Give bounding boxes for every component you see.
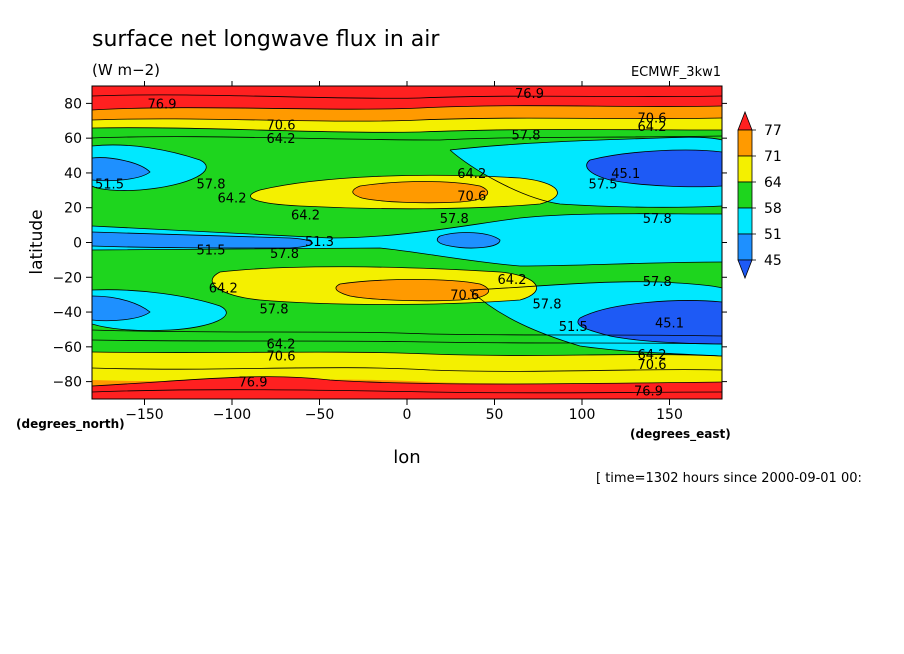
contour-label: 51.3	[305, 235, 334, 250]
colorbar-label: 77	[764, 123, 782, 139]
x-tick-label: −150	[125, 407, 163, 423]
colorbar-label: 64	[764, 175, 782, 191]
y-tick-label: 20	[64, 201, 82, 217]
y-tick-label: 0	[73, 236, 82, 252]
contour-label: 76.9	[634, 384, 663, 399]
contour-label: 45.1	[611, 167, 640, 182]
contour-label: 70.6	[450, 289, 479, 304]
contour-label: 57.8	[270, 247, 299, 262]
x-axis: −150 −100 −50 0 50 100 150	[125, 81, 683, 423]
contour-label: 64.2	[638, 120, 667, 135]
cyan-equatorial	[92, 213, 722, 266]
contour-label: 76.9	[148, 97, 177, 112]
blue-equatorial-west	[92, 232, 313, 248]
contour-label: 51.5	[95, 177, 124, 192]
contour-labels: 76.976.970.6 70.664.264.257.851.5 57.864.2…	[95, 87, 684, 399]
contour-label: 57.8	[197, 177, 226, 192]
contour-label: 64.2	[291, 209, 320, 224]
colorbar-arrow-top	[737, 110, 753, 131]
x-tick-label: −50	[305, 407, 335, 423]
y-units-label: (degrees_north)	[16, 417, 125, 432]
y-axis: −80 −60 −40 −20 0 20 40 60 80	[52, 96, 727, 391]
contour-label: 70.6	[638, 358, 667, 373]
x-units-label: (degrees_east)	[630, 427, 731, 442]
contour-label: 76.9	[239, 376, 268, 391]
colorbar-arrow-bottom	[737, 259, 753, 280]
y-tick-label: 40	[64, 166, 82, 182]
contour-label: 51.5	[559, 320, 588, 335]
contour-label: 45.1	[655, 316, 684, 331]
contour-field: 76.976.970.6 70.664.264.257.851.5 57.864.2…	[92, 86, 722, 399]
blue-south-west	[92, 296, 150, 321]
contour-label: 70.6	[457, 190, 486, 205]
contour-label: 57.8	[643, 212, 672, 227]
y-axis-label: latitude	[27, 209, 47, 274]
contour-label: 64.2	[267, 132, 296, 147]
y-tick-label: −40	[52, 305, 82, 321]
contour-label: 64.2	[209, 282, 238, 297]
contour-label: 64.2	[498, 273, 527, 288]
colorbar-segment	[737, 181, 753, 209]
contour-label: 64.2	[457, 167, 486, 182]
x-axis-label: lon	[393, 447, 420, 468]
chart-units: (W m−2)	[92, 61, 160, 79]
blue-north-east	[586, 150, 722, 187]
x-tick-label: 50	[486, 407, 504, 423]
contour-label: 57.8	[260, 303, 289, 318]
x-tick-label: −100	[213, 407, 251, 423]
contour-label: 57.8	[512, 129, 541, 144]
orange-south-subtropical	[335, 279, 489, 301]
contour-label: 57.8	[440, 212, 469, 227]
contour-label: 64.2	[267, 337, 296, 352]
contour-label: 70.6	[267, 350, 296, 365]
contour-label: 57.8	[643, 275, 672, 290]
colorbar-label: 58	[764, 201, 782, 217]
y-tick-label: 80	[64, 96, 82, 112]
band-red-south	[92, 376, 722, 399]
colorbar-segment	[737, 129, 753, 157]
y-tick-label: −80	[52, 375, 82, 391]
x-tick-label: 150	[656, 407, 683, 423]
y-tick-label: −60	[52, 340, 82, 356]
contour-label: 57.8	[533, 297, 562, 312]
contour-label: 70.6	[638, 111, 667, 126]
colorbar: 77 71 64 58 51 45	[737, 110, 782, 280]
dataset-label: ECMWF_3kw1	[631, 65, 721, 80]
contour-label: 64.2	[218, 191, 247, 206]
colorbar-label: 45	[764, 253, 782, 269]
contour-label: 76.9	[515, 87, 544, 102]
blue-south-east	[577, 300, 722, 344]
colorbar-segment	[737, 207, 753, 235]
blue-north-west	[92, 157, 150, 181]
colorbar-label: 71	[764, 149, 782, 165]
colorbar-segment	[737, 233, 753, 261]
colorbar-segment	[737, 155, 753, 183]
time-note: [ time=1302 hours since 2000-09-01 00:	[596, 471, 862, 486]
cyan-south-west	[92, 289, 227, 331]
x-tick-label: 0	[403, 407, 412, 423]
contour-label: 57.5	[589, 177, 618, 192]
orange-north-subtropical	[352, 181, 488, 203]
y-tick-label: 60	[64, 131, 82, 147]
contour-label: 64.2	[638, 348, 667, 363]
x-tick-label: 100	[569, 407, 596, 423]
y-tick-label: −20	[52, 270, 82, 286]
chart-title: surface net longwave flux in air	[92, 27, 440, 52]
blue-equatorial-east	[437, 232, 500, 248]
contour-label: 51.5	[197, 243, 226, 258]
contour-lines	[92, 94, 722, 394]
colorbar-label: 51	[764, 227, 782, 243]
contour-label: 70.6	[267, 118, 296, 133]
